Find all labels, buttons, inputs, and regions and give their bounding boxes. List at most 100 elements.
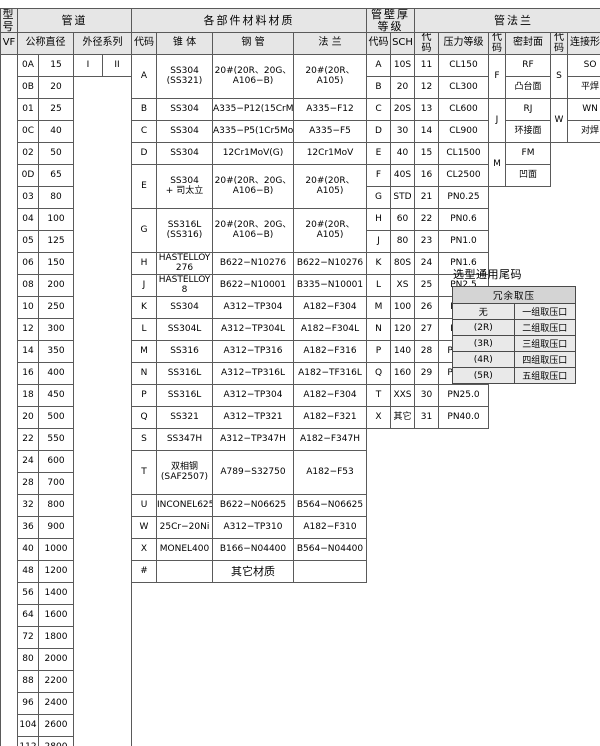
material-code[interactable]: J xyxy=(131,274,157,298)
suffix-row[interactable]: 无一组取压口 xyxy=(452,303,576,320)
pipe-nominal-diameter[interactable]: 125 xyxy=(38,230,74,254)
pipe-nominal-diameter[interactable]: 2600 xyxy=(38,714,74,738)
pipe-nominal-diameter[interactable]: 900 xyxy=(38,516,74,540)
pipe-size-code[interactable]: 0A xyxy=(17,54,39,78)
pipe-nominal-diameter[interactable]: 100 xyxy=(38,208,74,232)
sch-code[interactable]: X xyxy=(366,406,391,430)
pipe-nominal-diameter[interactable]: 250 xyxy=(38,296,74,320)
pipe-nominal-diameter[interactable]: 1800 xyxy=(38,626,74,650)
pressure-code[interactable]: 24 xyxy=(414,252,439,276)
pressure-code[interactable]: 29 xyxy=(414,362,439,386)
pressure-code[interactable]: 22 xyxy=(414,208,439,232)
connection-type-value-cn[interactable]: 平焊 xyxy=(566,76,600,100)
suffix-row[interactable]: (5R) 五组取压口 xyxy=(452,367,576,384)
pressure-code[interactable]: 23 xyxy=(414,230,439,254)
pressure-code[interactable]: 27 xyxy=(414,318,439,342)
pipe-size-code[interactable]: 88 xyxy=(17,670,39,694)
pipe-size-code[interactable]: 03 xyxy=(17,186,39,210)
pipe-nominal-diameter[interactable]: 2000 xyxy=(38,648,74,672)
pressure-code[interactable]: 13 xyxy=(414,98,439,122)
suffix-description[interactable]: 五组取压口 xyxy=(513,367,576,384)
sealing-face-value[interactable]: FM xyxy=(505,142,551,166)
pipe-nominal-diameter[interactable]: 150 xyxy=(38,252,74,276)
material-code[interactable]: K xyxy=(131,296,157,320)
sch-value[interactable]: 10S xyxy=(390,54,415,78)
sch-code[interactable]: M xyxy=(366,296,391,320)
pipe-size-code[interactable]: 96 xyxy=(17,692,39,716)
sch-value[interactable]: 40S xyxy=(390,164,415,188)
sch-value[interactable]: 20 xyxy=(390,76,415,100)
pipe-size-code[interactable]: 48 xyxy=(17,560,39,584)
pipe-size-code[interactable]: 12 xyxy=(17,318,39,342)
pressure-code[interactable]: 30 xyxy=(414,384,439,408)
material-code[interactable]: L xyxy=(131,318,157,342)
pipe-nominal-diameter[interactable]: 40 xyxy=(38,120,74,144)
suffix-key[interactable]: (2R) xyxy=(452,319,515,336)
sealing-face-value-cn[interactable]: 凹面 xyxy=(505,164,551,188)
pressure-code[interactable]: 15 xyxy=(414,142,439,166)
material-code[interactable]: T xyxy=(131,450,157,496)
pipe-size-code[interactable]: 22 xyxy=(17,428,39,452)
material-code[interactable]: G xyxy=(131,208,157,254)
material-code[interactable]: A xyxy=(131,54,157,100)
pipe-size-code[interactable]: 24 xyxy=(17,450,39,474)
pressure-rating[interactable]: CL900 xyxy=(438,120,489,144)
sch-code[interactable]: H xyxy=(366,208,391,232)
suffix-row[interactable]: (4R) 四组取压口 xyxy=(452,351,576,368)
sch-code[interactable]: A xyxy=(366,54,391,78)
pressure-rating[interactable]: CL2500 xyxy=(438,164,489,188)
pipe-nominal-diameter[interactable]: 400 xyxy=(38,362,74,386)
sealing-face-value[interactable]: RJ xyxy=(505,98,551,122)
pressure-code[interactable]: 31 xyxy=(414,406,439,430)
pipe-size-code[interactable]: 72 xyxy=(17,626,39,650)
suffix-key[interactable]: 无 xyxy=(452,303,515,320)
pressure-code[interactable]: 26 xyxy=(414,296,439,320)
pressure-code[interactable]: 21 xyxy=(414,186,439,210)
material-code[interactable]: X xyxy=(131,538,157,562)
pipe-nominal-diameter[interactable]: 700 xyxy=(38,472,74,496)
pipe-nominal-diameter[interactable]: 2400 xyxy=(38,692,74,716)
pipe-nominal-diameter[interactable]: 2200 xyxy=(38,670,74,694)
sch-value[interactable]: 20S xyxy=(390,98,415,122)
sch-value[interactable]: 40 xyxy=(390,142,415,166)
material-code[interactable]: S xyxy=(131,428,157,452)
pressure-code[interactable]: 11 xyxy=(414,54,439,78)
pipe-size-code[interactable]: 04 xyxy=(17,208,39,232)
pipe-size-code[interactable]: 06 xyxy=(17,252,39,276)
pressure-code[interactable]: 16 xyxy=(414,164,439,188)
suffix-description[interactable]: 三组取压口 xyxy=(513,335,576,352)
sch-code[interactable]: T xyxy=(366,384,391,408)
sch-code[interactable]: N xyxy=(366,318,391,342)
pressure-code[interactable]: 25 xyxy=(414,274,439,298)
pipe-nominal-diameter[interactable]: 20 xyxy=(38,76,74,100)
pipe-size-code[interactable]: 01 xyxy=(17,98,39,122)
pipe-nominal-diameter[interactable]: 550 xyxy=(38,428,74,452)
sch-code[interactable]: P xyxy=(366,340,391,364)
sealing-face-value-cn[interactable]: 环接面 xyxy=(505,120,551,144)
material-code[interactable]: E xyxy=(131,164,157,210)
sch-value[interactable]: 其它 xyxy=(390,406,415,430)
pipe-size-code[interactable]: 18 xyxy=(17,384,39,408)
sch-value[interactable]: STD xyxy=(390,186,415,210)
pipe-nominal-diameter[interactable]: 25 xyxy=(38,98,74,122)
pipe-size-code[interactable]: 64 xyxy=(17,604,39,628)
sch-value[interactable]: 140 xyxy=(390,340,415,364)
pipe-nominal-diameter[interactable]: 1200 xyxy=(38,560,74,584)
sealing-code[interactable]: F xyxy=(488,54,506,100)
pressure-rating[interactable]: PN25.0 xyxy=(438,384,489,408)
pipe-size-code[interactable]: 36 xyxy=(17,516,39,540)
material-code[interactable]: # xyxy=(131,560,157,584)
pipe-nominal-diameter[interactable]: 500 xyxy=(38,406,74,430)
pipe-size-code[interactable]: 14 xyxy=(17,340,39,364)
pipe-size-code[interactable]: 10 xyxy=(17,296,39,320)
suffix-description[interactable]: 四组取压口 xyxy=(513,351,576,368)
pressure-rating[interactable]: CL300 xyxy=(438,76,489,100)
material-code[interactable]: N xyxy=(131,362,157,386)
pipe-size-code[interactable]: 40 xyxy=(17,538,39,562)
pipe-size-code[interactable]: 0B xyxy=(17,76,39,100)
connection-type-value-cn[interactable]: 对焊 xyxy=(566,120,600,144)
suffix-key[interactable]: (4R) xyxy=(452,351,515,368)
pipe-size-code[interactable]: 0C xyxy=(17,120,39,144)
pipe-size-code[interactable]: 104 xyxy=(17,714,39,738)
